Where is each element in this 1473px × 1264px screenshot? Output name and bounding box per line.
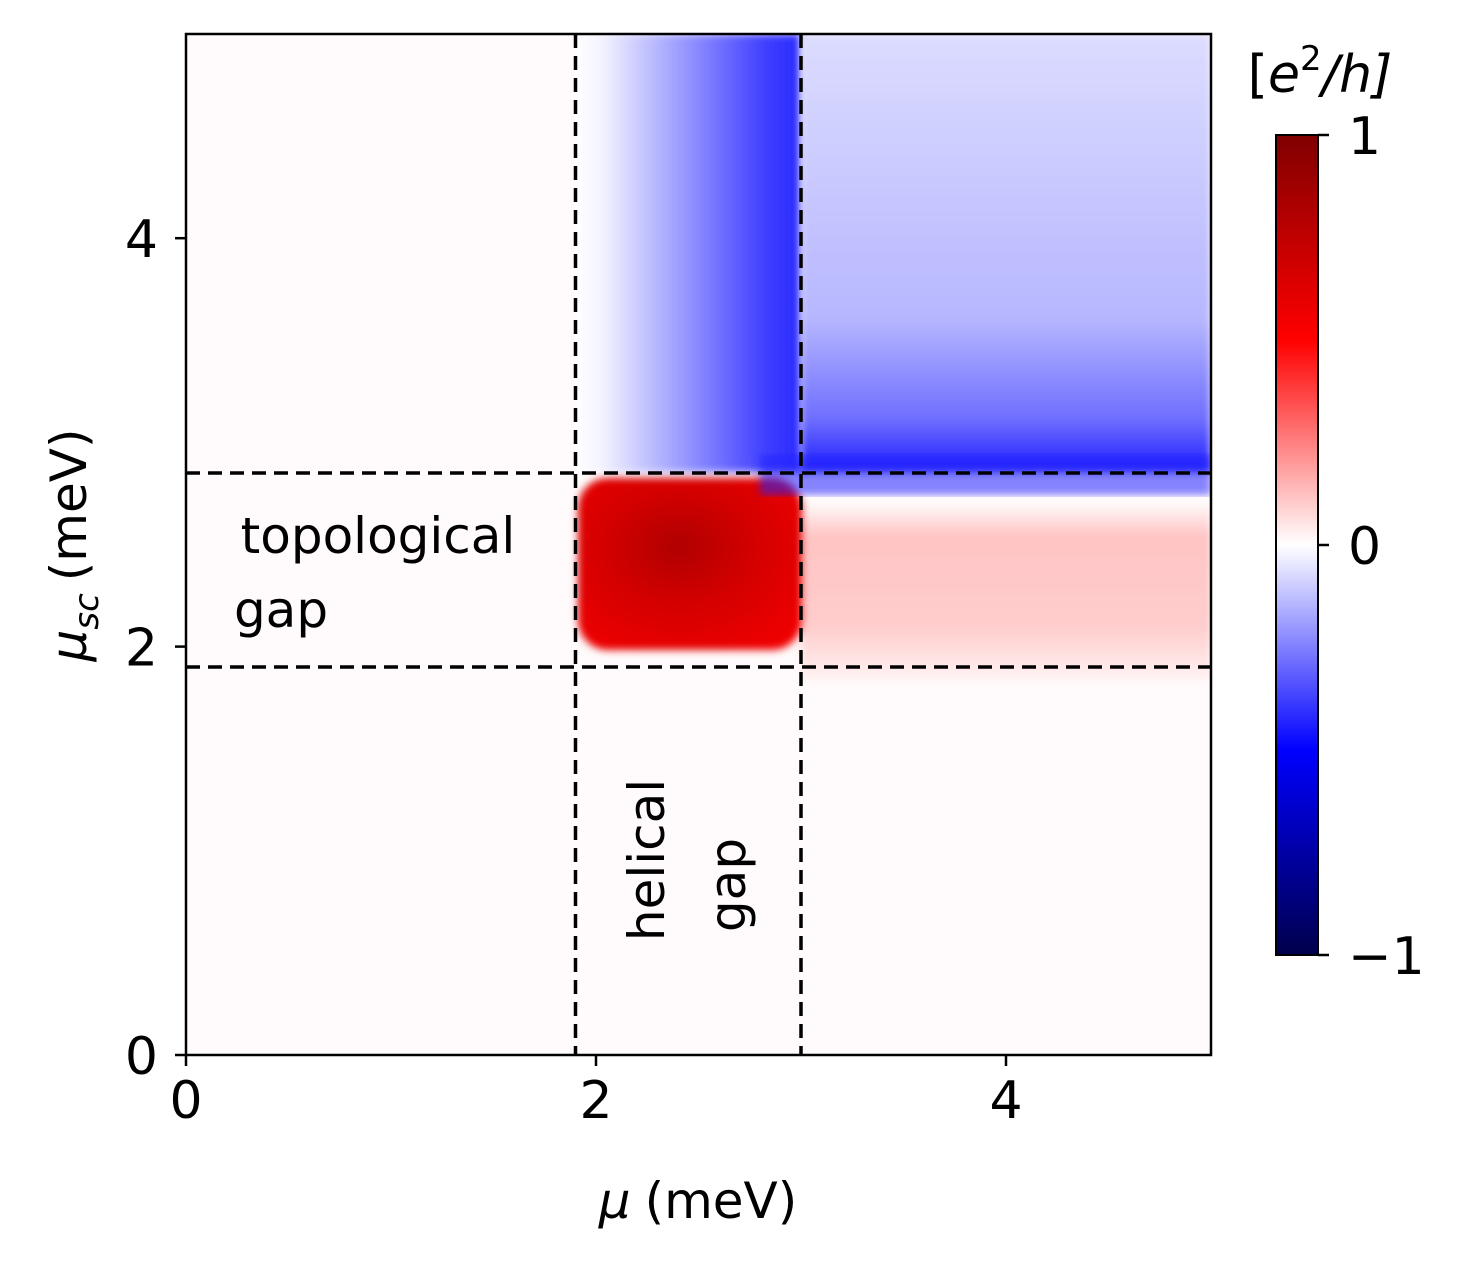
y-axis-ticks: 0 2 4 xyxy=(125,210,186,1087)
colorbar-label: [e2/h] xyxy=(1248,39,1393,105)
annotation-helical: helical xyxy=(618,779,676,941)
y-axis-label: μsc(meV) xyxy=(40,429,107,663)
heatmap xyxy=(186,34,1211,1055)
y-tick-label: 2 xyxy=(125,619,158,679)
x-axis-label: μ (meV) xyxy=(598,1172,798,1230)
annotation-helical-gap: gap xyxy=(699,838,757,932)
colorbar-tick-label: −1 xyxy=(1348,927,1425,987)
colorbar-tick-label: 0 xyxy=(1348,517,1381,577)
y-tick-label: 0 xyxy=(125,1027,158,1087)
colorbar: 1 0 −1 [e2/h] xyxy=(1248,39,1425,987)
colorbar-gradient xyxy=(1275,134,1319,956)
x-tick-label: 2 xyxy=(579,1071,612,1131)
colorbar-tick-label: 1 xyxy=(1348,107,1381,167)
plot-frame xyxy=(184,32,1213,1057)
heatmap-region-upper-right xyxy=(801,34,1211,472)
x-tick-label: 4 xyxy=(989,1071,1022,1131)
x-tick-label: 0 xyxy=(169,1071,202,1131)
heatmap-region-blue-line xyxy=(760,455,1211,495)
heatmap-region-red-core xyxy=(578,478,802,650)
heatmap-region-right-band xyxy=(801,500,1211,680)
annotation-topological: topological xyxy=(241,507,516,565)
guide-lines xyxy=(186,34,1211,1055)
annotation-topological-gap: gap xyxy=(234,581,328,639)
x-axis-ticks: 0 2 4 xyxy=(169,1055,1023,1131)
heatmap-region-helical-upper xyxy=(575,34,801,472)
colorbar-ticks: 1 0 −1 xyxy=(1318,107,1425,987)
y-tick-label: 4 xyxy=(125,210,158,270)
